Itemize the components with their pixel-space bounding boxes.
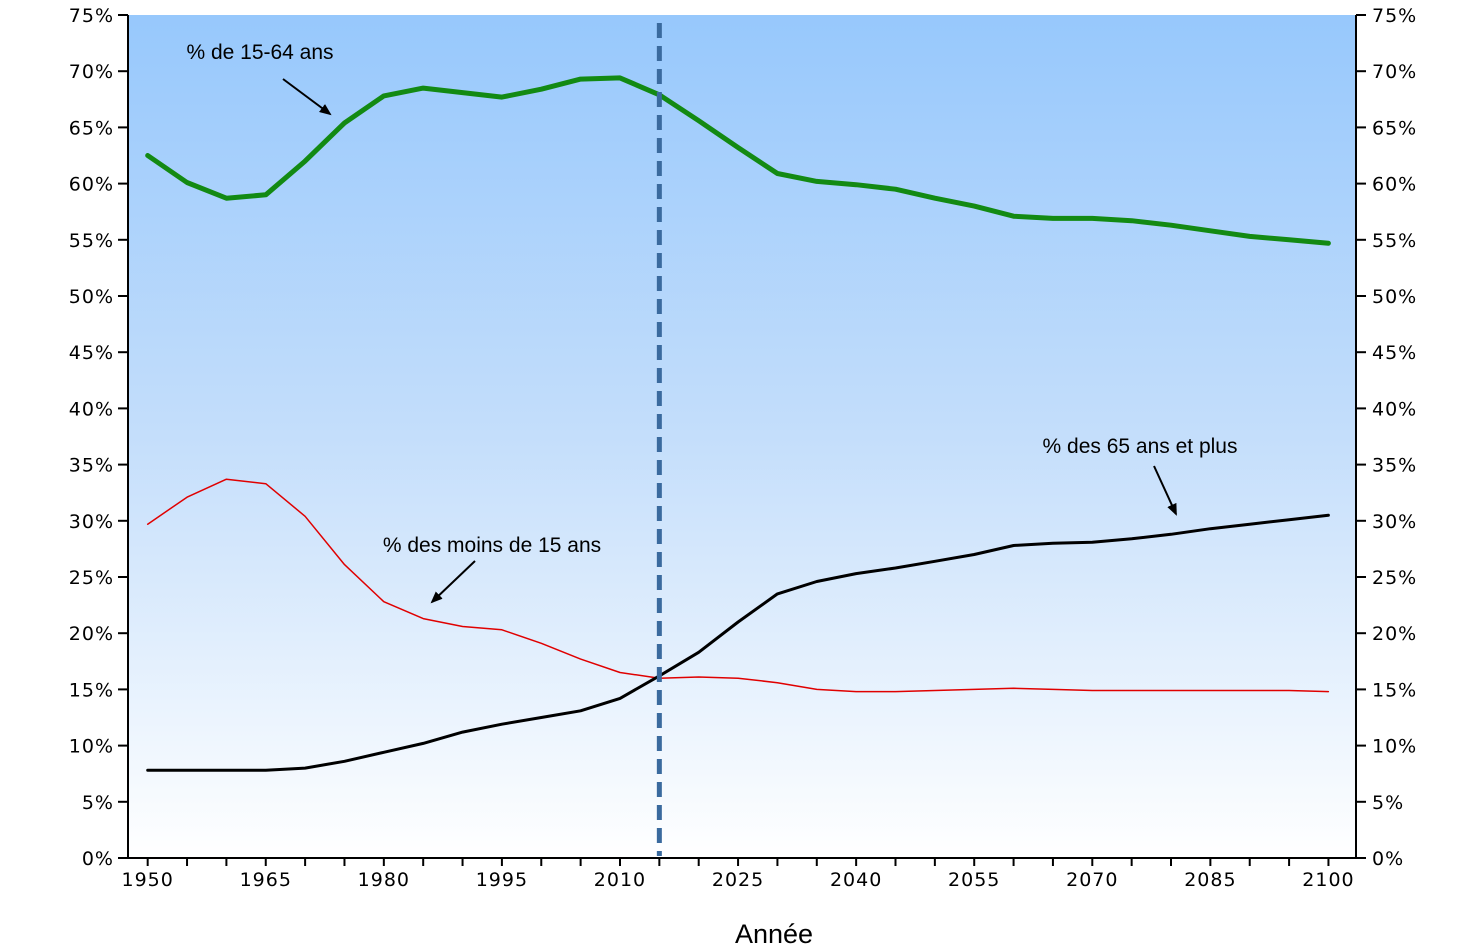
x-tick-label: 1995 bbox=[476, 869, 528, 891]
right-y-tick-label: 30% bbox=[1372, 511, 1417, 533]
x-tick-label: 1980 bbox=[358, 869, 410, 891]
right-y-axis: 0% 5% 10% 15% 20% 25% 30% 35% 40% 45% 50% 55% 60% 65%… bbox=[1356, 5, 1417, 870]
right-y-tick-label: 40% bbox=[1372, 398, 1417, 420]
right-y-tick-label: 45% bbox=[1372, 342, 1417, 364]
right-y-tick-label: 75% bbox=[1372, 5, 1417, 27]
right-y-tick-label: 0% bbox=[1372, 848, 1404, 870]
left-y-tick-label: 0% bbox=[82, 848, 114, 870]
left-y-tick-label: 10% bbox=[69, 736, 114, 758]
annotation-under-15-label: % des moins de 15 ans bbox=[383, 534, 601, 557]
x-tick-label: 2055 bbox=[948, 869, 1000, 891]
right-y-tick-label: 15% bbox=[1372, 679, 1417, 701]
left-y-tick-label: 55% bbox=[69, 230, 114, 252]
left-y-axis: 0% 5% 10% 15% 20% 25% 30% 35% 40% 45% 50% 55% 60% 65%… bbox=[69, 5, 128, 870]
right-y-tick-label: 20% bbox=[1372, 623, 1417, 645]
x-tick-label: 2070 bbox=[1066, 869, 1118, 891]
x-tick-label: 2085 bbox=[1184, 869, 1236, 891]
x-tick-label: 2010 bbox=[594, 869, 646, 891]
left-y-tick-label: 5% bbox=[82, 792, 114, 814]
left-y-tick-label: 45% bbox=[69, 342, 114, 364]
left-y-tick-label: 35% bbox=[69, 455, 114, 477]
right-y-tick-label: 55% bbox=[1372, 230, 1417, 252]
x-tick-label: 1950 bbox=[121, 869, 173, 891]
left-y-tick-label: 50% bbox=[69, 286, 114, 308]
annotation-15-64-label: % de 15-64 ans bbox=[186, 41, 333, 64]
x-tick-label: 2100 bbox=[1302, 869, 1354, 891]
right-y-tick-label: 10% bbox=[1372, 736, 1417, 758]
x-tick-label: 2025 bbox=[712, 869, 764, 891]
right-y-tick-label: 70% bbox=[1372, 61, 1417, 83]
left-y-tick-label: 30% bbox=[69, 511, 114, 533]
right-y-tick-label: 25% bbox=[1372, 567, 1417, 589]
annotation-65-plus-label: % des 65 ans et plus bbox=[1043, 435, 1238, 458]
x-tick-label: 1965 bbox=[240, 869, 292, 891]
left-y-tick-label: 65% bbox=[69, 117, 114, 139]
left-y-tick-label: 40% bbox=[69, 398, 114, 420]
right-y-tick-label: 60% bbox=[1372, 174, 1417, 196]
left-y-tick-label: 75% bbox=[69, 5, 114, 27]
x-axis-title: Année bbox=[735, 919, 813, 949]
left-y-tick-label: 20% bbox=[69, 623, 114, 645]
left-y-tick-label: 70% bbox=[69, 61, 114, 83]
left-y-tick-label: 25% bbox=[69, 567, 114, 589]
right-y-tick-label: 65% bbox=[1372, 117, 1417, 139]
left-y-tick-label: 15% bbox=[69, 679, 114, 701]
left-y-tick-label: 60% bbox=[69, 174, 114, 196]
right-y-tick-label: 50% bbox=[1372, 286, 1417, 308]
right-y-tick-label: 5% bbox=[1372, 792, 1404, 814]
x-tick-label: 2040 bbox=[830, 869, 882, 891]
right-y-tick-label: 35% bbox=[1372, 455, 1417, 477]
x-axis: 1950 1965 1980 1995 2010 2025 2040 2055 2070 2085… bbox=[121, 858, 1356, 891]
